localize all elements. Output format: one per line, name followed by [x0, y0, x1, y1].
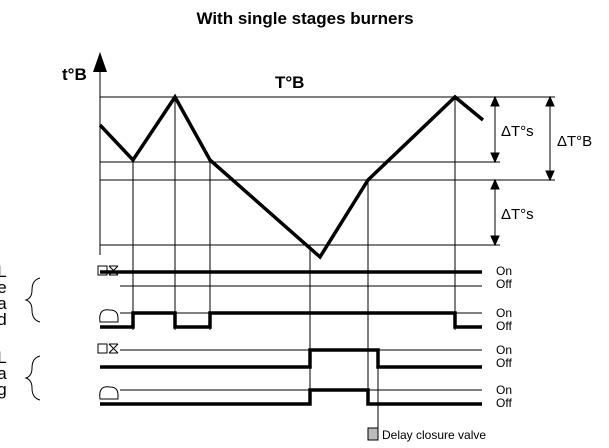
dimension-label: ΔT°s: [501, 206, 534, 223]
on-label: On: [496, 264, 512, 278]
burner-icon: [99, 386, 119, 400]
off-label: Off: [496, 319, 512, 333]
burner-icon: [99, 309, 119, 323]
off-label: Off: [496, 396, 512, 410]
on-label: On: [496, 306, 512, 320]
y-axis-label: t°B: [62, 65, 87, 84]
dimension-label: ΔT°B: [557, 133, 592, 150]
axis-arrow: [93, 52, 107, 72]
temperature-curve: [98, 93, 485, 260]
on-label: On: [496, 343, 512, 357]
off-label: Off: [496, 356, 512, 370]
legend-swatch: [367, 427, 379, 441]
title: With single stages burners: [196, 9, 413, 28]
brace: [24, 277, 41, 323]
group-label: Lag: [0, 348, 12, 398]
drop-lines: [132, 97, 456, 428]
dimension-arrows: [490, 95, 555, 247]
brace: [24, 355, 41, 401]
on-label: On: [496, 383, 512, 397]
lag-burner-signal: [100, 388, 482, 406]
state-lines: [120, 285, 482, 391]
legend-label: Delay closure valve: [382, 428, 486, 442]
valve-icon: [97, 343, 119, 354]
lead-burner-signal: [100, 311, 482, 329]
threshold-lines: [100, 96, 555, 246]
lag-valve-signal: [100, 348, 482, 369]
group-label: Lead: [0, 262, 12, 326]
dimension-label: ΔT°s: [501, 123, 534, 140]
curve-label: T°B: [275, 73, 304, 92]
off-label: Off: [496, 277, 512, 291]
